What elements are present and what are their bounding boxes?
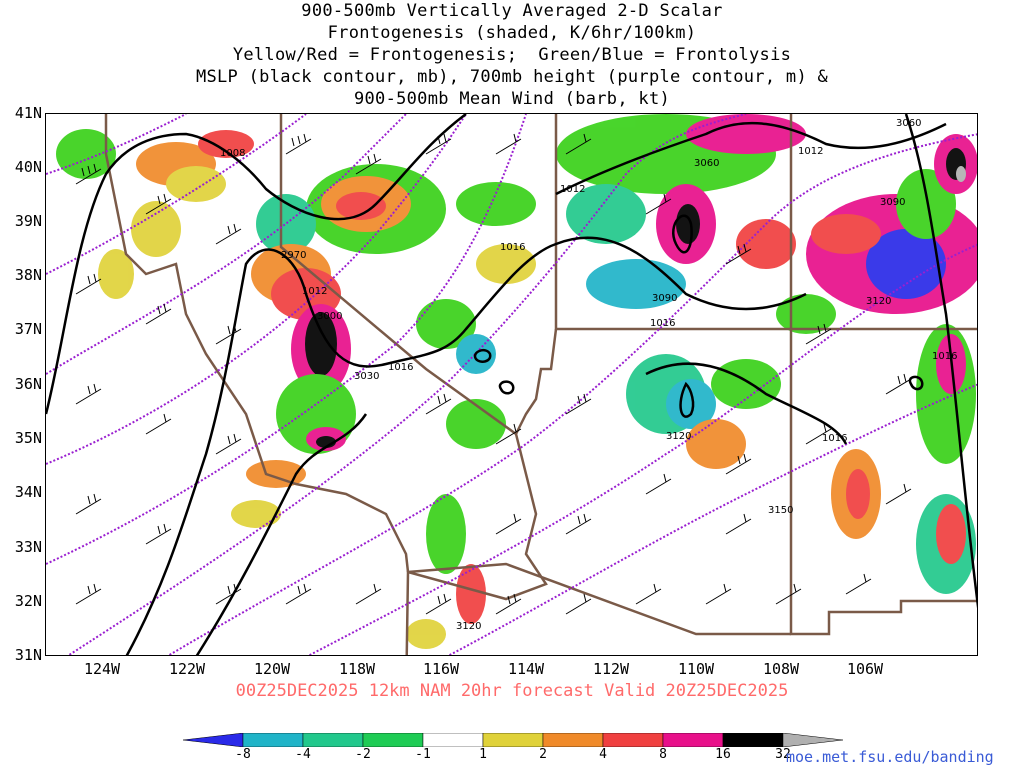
colorbar-segment	[542, 733, 604, 747]
lat-label-37n: 37N	[14, 320, 42, 338]
lat-label-33n: 33N	[14, 538, 42, 556]
colorbar-label: -2	[355, 747, 371, 762]
height-label: 3150	[768, 505, 793, 516]
map-panel: 1008 1012 1012 1016 1012 1016 1016 1016 …	[45, 113, 978, 656]
lon-label-108w: 108W	[762, 660, 800, 678]
lat-label-41n: 41N	[14, 104, 42, 122]
pressure-label: 1012	[560, 184, 585, 195]
lat-label-35n: 35N	[14, 429, 42, 447]
forecast-valid-line: 00Z25DEC2025 12km NAM 20hr forecast Vali…	[235, 681, 789, 701]
pressure-label: 1012	[302, 286, 327, 297]
height-label: 3030	[354, 371, 379, 382]
chart-title: 900-500mb Vertically Averaged 2-D Scalar…	[0, 0, 1024, 110]
wind-barbs	[75, 133, 912, 615]
lon-label-120w: 120W	[253, 660, 291, 678]
title-line-1: 900-500mb Vertically Averaged 2-D Scalar	[301, 1, 723, 21]
map-svg: 1008 1012 1012 1016 1012 1016 1016 1016 …	[46, 114, 977, 655]
source-credit: moe.met.fsu.edu/banding	[786, 748, 994, 766]
colorbar-label: 1	[479, 747, 487, 762]
colorbar-label: 32	[775, 747, 791, 762]
contour-labels: 1008 1012 1012 1016 1012 1016 1016 1016 …	[220, 118, 957, 632]
lon-label-124w: 124W	[83, 660, 121, 678]
height-label: 3120	[666, 431, 691, 442]
lon-label-122w: 122W	[168, 660, 206, 678]
lon-label-110w: 110W	[677, 660, 715, 678]
colorbar-label: 4	[599, 747, 607, 762]
colorbar-segment	[722, 733, 784, 747]
title-line-3: Yellow/Red = Frontogenesis; Green/Blue =…	[232, 45, 792, 65]
political-borders	[104, 114, 977, 655]
pressure-label: 1016	[932, 351, 957, 362]
height-label: 3090	[652, 293, 677, 304]
pressure-label: 1016	[650, 318, 675, 329]
height-label: 3060	[896, 118, 921, 129]
colorbar-label: -4	[295, 747, 311, 762]
lat-label-31n: 31N	[14, 646, 42, 664]
height-label: 2970	[281, 250, 306, 261]
lat-label-40n: 40N	[14, 158, 42, 176]
lon-label-106w: 106W	[846, 660, 884, 678]
colorbar-label: -1	[415, 747, 431, 762]
colorbar-segment	[302, 733, 364, 747]
colorbar-label: -8	[235, 747, 251, 762]
colorbar-label: 2	[539, 747, 547, 762]
pressure-label: 1016	[388, 362, 413, 373]
colorbar	[183, 733, 843, 747]
lon-label-112w: 112W	[592, 660, 630, 678]
title-line-4: MSLP (black contour, mb), 700mb height (…	[195, 67, 829, 87]
colorbar-segment	[242, 733, 304, 747]
colorbar-segment	[362, 733, 424, 747]
colorbar-segment	[482, 733, 544, 747]
pressure-label: 1008	[220, 148, 245, 159]
lat-label-38n: 38N	[14, 266, 42, 284]
height-label: 3120	[866, 296, 891, 307]
lon-label-118w: 118W	[338, 660, 376, 678]
lon-label-114w: 114W	[507, 660, 545, 678]
lon-label-116w: 116W	[422, 660, 460, 678]
lat-label-32n: 32N	[14, 592, 42, 610]
colorbar-segment	[602, 733, 664, 747]
pressure-label: 1016	[500, 242, 525, 253]
colorbar-segment-gt-32	[782, 733, 843, 747]
height-label: 3060	[694, 158, 719, 169]
colorbar-label: 16	[715, 747, 731, 762]
pressure-contours	[46, 114, 977, 655]
colorbar-segment	[662, 733, 724, 747]
pressure-label: 1012	[798, 146, 823, 157]
lat-label-39n: 39N	[14, 212, 42, 230]
height-label: 3090	[880, 197, 905, 208]
title-line-2: Frontogenesis (shaded, K/6hr/100km)	[327, 23, 697, 43]
colorbar-segment	[422, 733, 484, 747]
colorbar-segment-lt-8	[183, 733, 244, 747]
colorbar-label: 8	[659, 747, 667, 762]
height-label: 3000	[317, 311, 342, 322]
pressure-label: 1016	[822, 433, 847, 444]
title-line-5: 900-500mb Mean Wind (barb, kt)	[353, 89, 671, 109]
lat-label-36n: 36N	[14, 375, 42, 393]
lat-label-34n: 34N	[14, 483, 42, 501]
height-label: 3120	[456, 621, 481, 632]
